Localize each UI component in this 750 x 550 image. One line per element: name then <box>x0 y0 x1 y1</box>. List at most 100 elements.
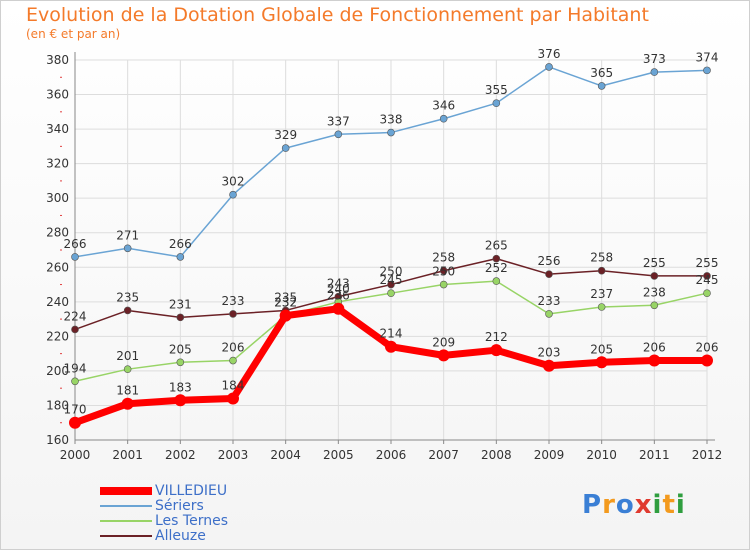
data-point <box>597 266 606 275</box>
data-point <box>332 302 345 315</box>
data-labels: 266 271 266 302 329 337 338 346 355 376 365 373 374 2… <box>64 47 719 417</box>
data-label: 265 <box>485 239 508 253</box>
data-point <box>648 354 661 367</box>
legend-item: Sériers <box>100 497 228 514</box>
data-label: 206 <box>696 341 719 355</box>
data-label: 266 <box>64 237 87 251</box>
data-point <box>492 277 501 285</box>
data-point <box>545 310 553 318</box>
logo-letter: r <box>602 490 616 520</box>
data-label: 194 <box>64 361 87 375</box>
data-label: 181 <box>116 384 139 398</box>
data-label: 373 <box>643 52 666 66</box>
data-label: 232 <box>274 296 297 310</box>
proxiti-logo: Proxiti <box>582 490 686 520</box>
logo-letter: P <box>582 490 603 520</box>
legend-swatch <box>100 534 152 537</box>
data-point <box>123 365 132 373</box>
data-label: 245 <box>696 273 719 287</box>
data-label: 266 <box>169 237 192 251</box>
data-label: 238 <box>643 285 666 299</box>
legend-item: VILLEDIEU <box>100 483 228 499</box>
data-label: 203 <box>538 346 561 360</box>
x-tick-label: 2005 <box>323 448 354 462</box>
data-point <box>176 313 185 322</box>
data-label: 302 <box>222 175 245 189</box>
data-point <box>437 349 450 362</box>
x-tick-label: 2011 <box>639 448 670 462</box>
data-label: 255 <box>696 256 719 270</box>
y-tick-label: 160 <box>46 433 69 447</box>
data-label: 212 <box>485 330 508 344</box>
data-point <box>650 272 659 280</box>
data-point <box>545 270 553 278</box>
data-label: 233 <box>538 294 561 308</box>
data-point <box>229 310 237 318</box>
data-label: 231 <box>169 297 192 311</box>
logo-letter: x <box>634 490 653 520</box>
chart-subtitle: (en € et par an) <box>26 27 121 41</box>
data-label: 232 <box>274 296 297 310</box>
data-label: 240 <box>327 282 350 296</box>
data-label: 170 <box>64 403 87 417</box>
data-point <box>597 82 606 90</box>
data-point <box>545 63 553 71</box>
y-tick-label: 280 <box>46 226 69 240</box>
data-label: 337 <box>327 114 350 128</box>
data-label: 374 <box>696 50 719 64</box>
data-point <box>176 253 185 261</box>
data-label: 258 <box>432 251 455 265</box>
data-label: 250 <box>380 265 403 279</box>
data-label: 346 <box>432 99 455 113</box>
data-label: 243 <box>327 277 350 291</box>
data-label: 237 <box>590 287 613 301</box>
data-label: 271 <box>116 228 139 242</box>
data-point <box>229 190 237 199</box>
y-tick-label: 180 <box>46 398 69 412</box>
data-label: 205 <box>590 342 613 356</box>
data-point <box>71 377 79 386</box>
data-label: 233 <box>222 294 245 308</box>
x-tick-label: 2009 <box>534 448 565 462</box>
x-tick-label: 2001 <box>112 448 143 462</box>
data-label: 236 <box>327 289 350 303</box>
data-point <box>71 253 79 261</box>
data-point <box>123 306 132 315</box>
data-point <box>123 244 132 253</box>
data-point <box>650 68 659 76</box>
data-label: 255 <box>643 256 666 270</box>
x-tick-label: 2006 <box>376 448 407 462</box>
y-tick-label: 240 <box>46 295 69 309</box>
data-label: 201 <box>116 349 139 363</box>
data-label: 184 <box>222 379 245 393</box>
data-label: 338 <box>380 113 403 127</box>
legend-label: Alleuze <box>155 527 206 544</box>
data-point <box>492 99 501 107</box>
x-tick-label: 2003 <box>218 448 249 462</box>
data-point <box>334 130 343 139</box>
data-point <box>121 397 134 410</box>
data-point <box>229 356 237 365</box>
legend-swatch <box>100 519 152 522</box>
data-point <box>595 356 608 369</box>
data-point <box>703 272 711 280</box>
data-point <box>439 114 448 123</box>
legend-swatch <box>100 504 152 507</box>
data-point <box>439 280 448 289</box>
legend-label: Sériers <box>155 497 204 514</box>
data-point <box>543 359 555 372</box>
data-point <box>597 303 606 311</box>
data-point <box>439 266 448 275</box>
y-tick-label: 220 <box>46 329 69 343</box>
x-tick-label: 2000 <box>60 448 91 462</box>
logo-letter: i <box>652 490 663 520</box>
legend-item: Les Ternes <box>100 513 228 529</box>
data-label: 250 <box>432 265 455 279</box>
data-point <box>703 289 711 297</box>
logo-letter: i <box>675 490 686 520</box>
axes: 160 180 200 220 240 260 280 300 320 340 360 380 2000… <box>46 52 722 462</box>
data-label: 235 <box>116 290 139 304</box>
data-label: 205 <box>169 342 192 356</box>
data-label: 214 <box>380 327 403 341</box>
